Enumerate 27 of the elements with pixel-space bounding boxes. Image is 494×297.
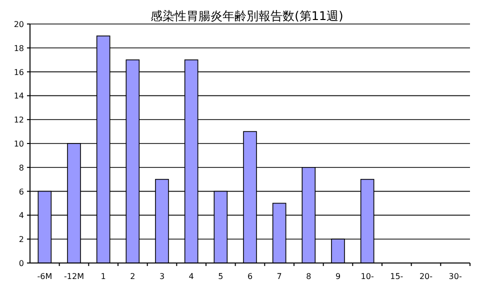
x-tick-label: 3 — [159, 272, 165, 281]
y-tick-label: 16 — [14, 68, 24, 77]
x-tick-label: 30- — [448, 272, 462, 281]
x-tick-label: 4 — [188, 272, 194, 281]
x-tick-label: 1 — [100, 272, 106, 281]
y-tick-label: 14 — [14, 92, 24, 101]
y-tick-label: 12 — [14, 116, 24, 125]
x-tick-label: 9 — [335, 272, 341, 281]
x-tick-label: 10- — [360, 272, 374, 281]
x-tick-label: 6 — [247, 272, 253, 281]
y-tick-label: 20 — [14, 20, 24, 29]
x-tick-label: -12M — [64, 272, 84, 281]
x-tick-label: 5 — [218, 272, 224, 281]
y-tick-label: 2 — [18, 235, 24, 244]
x-tick-label: 2 — [130, 272, 136, 281]
y-tick-label: 0 — [18, 259, 24, 268]
x-tick-label: 8 — [306, 272, 312, 281]
x-tick-label: 7 — [276, 272, 282, 281]
y-tick-label: 8 — [18, 163, 24, 172]
x-tick-label: 15- — [390, 272, 404, 281]
x-tick-label: -6M — [37, 272, 52, 281]
y-tick-label: 4 — [18, 211, 24, 220]
y-tick-label: 18 — [14, 44, 24, 53]
y-tick-label: 6 — [18, 187, 24, 196]
x-tick-label: 20- — [419, 272, 433, 281]
y-tick-label: 10 — [14, 140, 24, 148]
title: 感染性胃腸炎年齢別報告数(第11週) — [150, 9, 344, 23]
